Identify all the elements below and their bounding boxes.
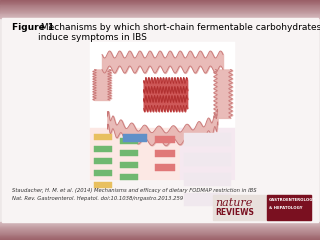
Bar xyxy=(2,18,318,222)
Bar xyxy=(0,227,320,228)
Bar xyxy=(0,234,320,235)
Bar xyxy=(0,14,320,15)
Bar xyxy=(184,153,231,166)
Bar xyxy=(0,13,320,14)
Bar xyxy=(0,228,320,229)
Bar xyxy=(0,2,320,3)
Bar xyxy=(0,229,320,230)
Bar xyxy=(0,239,320,240)
Bar xyxy=(0,233,320,234)
Bar xyxy=(0,223,320,224)
Bar xyxy=(94,145,112,152)
Bar xyxy=(0,231,320,232)
Bar xyxy=(0,238,320,239)
Bar xyxy=(94,133,112,140)
Bar xyxy=(0,7,320,8)
Bar xyxy=(0,12,320,13)
Bar xyxy=(0,222,320,223)
Bar xyxy=(123,133,147,142)
Text: & HEPATOLOGY: & HEPATOLOGY xyxy=(269,206,302,210)
Bar xyxy=(0,225,320,226)
Bar xyxy=(0,236,320,237)
Bar xyxy=(0,11,320,12)
Bar xyxy=(184,132,231,145)
Text: Mechanisms by which short-chain fermentable carbohydrates might
induce symptoms : Mechanisms by which short-chain fermenta… xyxy=(38,23,320,42)
Bar xyxy=(184,192,231,205)
Bar xyxy=(213,195,311,220)
Bar xyxy=(155,150,175,156)
Bar xyxy=(120,150,138,156)
Bar xyxy=(0,235,320,236)
Bar xyxy=(94,181,112,188)
Bar xyxy=(0,3,320,4)
Bar xyxy=(94,169,112,176)
Bar xyxy=(0,15,320,16)
Bar xyxy=(90,42,235,180)
Text: Staudacher, H. M. et al. (2014) Mechanisms and efficacy of dietary FODMAP restri: Staudacher, H. M. et al. (2014) Mechanis… xyxy=(12,188,257,193)
Bar xyxy=(0,226,320,227)
Bar xyxy=(90,128,180,180)
Bar xyxy=(0,1,320,2)
Text: nature: nature xyxy=(215,198,252,208)
Bar xyxy=(120,162,138,168)
Bar xyxy=(155,164,175,171)
Bar xyxy=(0,6,320,7)
Bar xyxy=(0,10,320,11)
Bar xyxy=(0,5,320,6)
Bar xyxy=(267,195,311,220)
Text: Nat. Rev. Gastroenterol. Hepatol. doi:10.1038/nrgastro.2013.259: Nat. Rev. Gastroenterol. Hepatol. doi:10… xyxy=(12,196,183,201)
Text: REVIEWS: REVIEWS xyxy=(215,208,254,217)
Bar xyxy=(184,173,231,186)
Bar xyxy=(120,174,138,180)
Bar xyxy=(180,128,235,180)
Bar xyxy=(94,158,112,164)
Bar xyxy=(0,232,320,233)
Bar xyxy=(0,17,320,18)
Bar xyxy=(0,4,320,5)
Bar xyxy=(0,9,320,10)
Bar xyxy=(0,16,320,17)
Bar xyxy=(0,0,320,1)
Bar xyxy=(120,138,138,144)
Text: GASTROENTEROLOGY: GASTROENTEROLOGY xyxy=(269,198,316,202)
Bar xyxy=(0,224,320,225)
Bar xyxy=(0,230,320,231)
Bar xyxy=(0,237,320,238)
Bar xyxy=(155,136,175,143)
Text: Figure 1: Figure 1 xyxy=(12,23,54,32)
Bar xyxy=(0,8,320,9)
